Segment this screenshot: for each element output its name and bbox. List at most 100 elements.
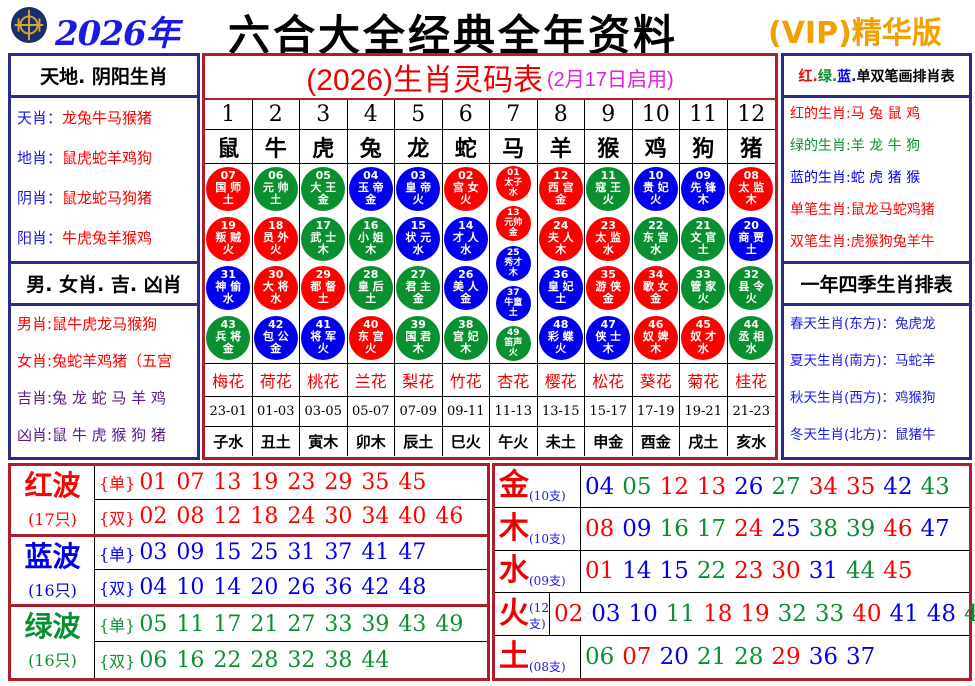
info-label: 吉肖: [17, 389, 53, 407]
element-number: 44 [845, 558, 876, 585]
ball-number: 44 [743, 318, 759, 332]
element-row: 水 (09支) 01 14 15 22 23 30 31 44 45 [495, 550, 969, 594]
wave-number: 01 [139, 469, 168, 495]
element-row: 木 (10支) 08 09 16 17 24 25 38 39 46 47 [495, 508, 969, 551]
earthly-branch: 卯木 [355, 433, 386, 451]
wave-number: 02 [139, 504, 168, 530]
season-panel: 一年四季生肖排表 春天生肖(东方)：兔虎龙 夏天生肖(南方)：马蛇羊 秋天生肖(西方… [781, 264, 972, 460]
element-number: 16 [659, 516, 689, 543]
element-number: 43 [920, 473, 950, 500]
year-label: 2026年 [55, 14, 180, 54]
element-count: (10支) [529, 489, 566, 504]
ball-stack: 11 寇 王火 23 太 监水 35 游 侠金 47 侠 士木 [585, 164, 632, 364]
column-number: 6 [442, 100, 489, 130]
earthly-branch: 亥水 [736, 433, 767, 451]
number-ball: 27 君 主金 [396, 266, 441, 311]
number-ball: 36 皇 妃土 [538, 266, 583, 311]
zodiac-name: 狗 [680, 130, 727, 164]
info-value: 鼠猪牛 [895, 427, 936, 443]
ball-number: 41 [315, 318, 331, 332]
zodiac-name: 猴 [585, 130, 632, 164]
ball-element: 木 [508, 267, 518, 278]
element-number: 06 [585, 643, 615, 670]
wave-number: 44 [361, 647, 390, 673]
element-label: 土 (08支) [495, 635, 581, 678]
parity-label: {单} [99, 544, 136, 564]
wave-number: 19 [250, 469, 279, 495]
color-stroke-panel: 红. 绿. 蓝. 单双笔画排肖表 红的生肖:马 兔 鼠 鸡绿的生肖:羊 龙 牛 狗蓝的… [781, 53, 972, 264]
element-numbers: 08 09 16 17 24 25 38 39 46 47 [581, 508, 958, 549]
ball-title: 君 主 [405, 280, 432, 294]
element-number: 14 [622, 558, 652, 585]
wave-number: 42 [361, 574, 390, 600]
info-row: 夏天生肖(南方)：马蛇羊 [784, 343, 969, 380]
element-count: (10支) [529, 531, 566, 546]
element-number: 15 [659, 558, 689, 585]
element-number: 49 [964, 600, 975, 627]
number-ball: 14 才 人水 [443, 216, 488, 261]
ball-number: 23 [600, 218, 616, 232]
page-title: 六合大全经典全年资料 [228, 11, 679, 60]
flower-name: 荷花 [252, 364, 299, 397]
wave-name: 红波 [24, 469, 81, 502]
ball-element: 水 [222, 292, 234, 306]
wave-number: 45 [398, 469, 427, 495]
earthly-branch: 戌土 [688, 433, 719, 451]
wave-number: 24 [287, 504, 316, 530]
column-number: 12 [727, 100, 775, 130]
element-label: 木 (10支) [495, 508, 581, 550]
ball-number: 16 [363, 218, 379, 232]
ball-element: 火 [317, 342, 329, 356]
wave-label: 蓝波 (16只) [11, 536, 95, 605]
zodiac-column: 11 狗 09 先 锋木 21 文 官土 33 管 家火 45 奴 才水菊花 19-21 戌土 [680, 100, 728, 456]
ball-title: 员 外 [262, 230, 289, 244]
ball-number: 42 [268, 318, 284, 332]
element-number: 26 [734, 473, 764, 500]
ball-element: 金 [650, 292, 662, 306]
ball-title: 太 监 [738, 180, 765, 194]
element-name: 土 [499, 638, 529, 674]
ball-title: 神 偷 [215, 280, 242, 294]
wave-number: 20 [250, 574, 279, 600]
gender-luck-panel: 男. 女肖. 吉. 凶肖 男肖:鼠牛虎龙马猴狗 女肖:兔蛇羊鸡猪（五宫 吉肖:兔 龙… [8, 264, 200, 460]
info-row: 双笔生肖:虎猴狗兔羊牛 [784, 226, 969, 258]
wave-count: (17只) [28, 510, 77, 529]
element-number: 03 [591, 600, 621, 627]
table-title: (2026)生肖灵码表 (2月17日启用) [205, 56, 775, 100]
ball-element: 金 [508, 228, 518, 239]
ball-title: 奴 婢 [642, 330, 669, 344]
ball-element: 土 [365, 292, 377, 306]
info-label: 地肖： [17, 149, 63, 167]
wave-number: 11 [176, 611, 205, 637]
ball-stack: 03 皇 帝火 15 状 元水 27 君 主金 39 国 君木 [395, 164, 442, 364]
wave-number: 48 [398, 574, 427, 600]
zodiac-column: 10 鸡 10 贵 妃火 22 东 宫水 34 歌 女金 46 奴 婢木葵花 17-19 酉金 [632, 100, 680, 456]
element-number: 40 [852, 600, 882, 627]
element-number: 08 [585, 516, 615, 543]
info-label: 阴肖： [17, 189, 63, 207]
ball-element: 金 [602, 292, 614, 306]
wave-number: 13 [213, 469, 242, 495]
ball-title: 管 家 [690, 280, 717, 294]
element-number: 39 [845, 516, 876, 543]
ball-number: 25 [506, 247, 520, 258]
wave-number: 41 [361, 540, 390, 566]
ball-number: 18 [268, 218, 284, 232]
ball-number: 19 [220, 218, 236, 232]
ball-element: 火 [365, 342, 377, 356]
wave-number: 34 [361, 504, 390, 530]
wave-row: {双} 06 16 22 28 32 38 44 [95, 642, 487, 677]
ball-element: 水 [508, 188, 518, 199]
info-label: 红的生肖: [790, 106, 851, 122]
info-label: 女肖: [17, 352, 53, 370]
info-label: 绿的生肖: [790, 138, 851, 154]
zodiac-name: 蛇 [442, 130, 489, 164]
ball-number: 46 [648, 318, 664, 332]
number-ball: 09 先 锋木 [681, 166, 726, 211]
wave-number: 27 [287, 611, 316, 637]
ball-element: 火 [222, 242, 234, 256]
ball-number: 05 [315, 168, 331, 182]
info-value: 蛇 虎 猪 猴 [850, 170, 921, 186]
element-numbers: 02 03 10 11 18 19 32 33 40 41 48 49 [550, 593, 975, 634]
element-count: (08支) [529, 659, 566, 674]
